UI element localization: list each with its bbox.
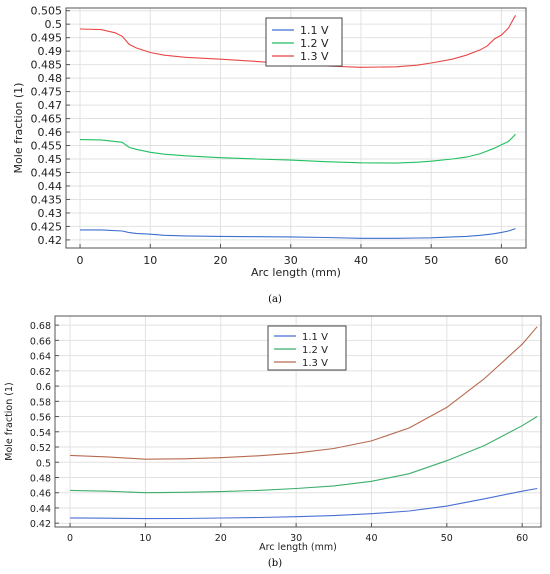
y-axis-label: Mole fraction (1) — [4, 382, 15, 460]
y-tick-label: 0.425 — [31, 220, 63, 233]
legend-label-2: 1.2 V — [302, 345, 328, 356]
chart-a-caption: (a) — [268, 294, 282, 305]
y-tick-label: 0.505 — [31, 5, 63, 18]
chart-a: 0 10 20 30 40 50 60 0.420.4250.430.4350.440.445… — [12, 5, 527, 279]
y-tick-label: 0.52 — [30, 443, 51, 454]
y-tick-label: 0.44 — [30, 504, 51, 515]
y-tick-label: 0.58 — [30, 397, 51, 408]
y-tick-label: 0.64 — [30, 352, 51, 363]
y-tick-label: 0.5 — [45, 18, 63, 31]
y-tick-label: 0.48 — [38, 72, 63, 85]
y-tick-label: 0.475 — [31, 86, 63, 99]
y-tick-label: 0.495 — [31, 32, 63, 45]
x-tick-label: 40 — [354, 254, 368, 267]
legend-box — [267, 325, 347, 371]
legend-label-3: 1.3 V — [300, 50, 329, 63]
y-tick-label: 0.56 — [30, 413, 51, 424]
series-line-2 — [70, 416, 538, 494]
x-tick-label: 0 — [67, 533, 73, 544]
y-tick-label: 0.62 — [30, 367, 51, 378]
legend-box — [265, 17, 343, 67]
chart-b: 0 10 20 30 40 50 60 0.42 0.44 0.46 0.48 0.5 0.52 0.54… — [4, 315, 542, 553]
x-tick-label: 30 — [284, 254, 298, 267]
x-tick-label: 10 — [143, 254, 157, 267]
legend-label-2: 1.2 V — [300, 37, 329, 50]
y-tick-label: 0.42 — [38, 234, 63, 247]
y-tick-label: 0.54 — [30, 428, 51, 439]
x-tick-label: 60 — [516, 533, 528, 544]
series-line-2 — [79, 133, 516, 164]
x-tick-label: 10 — [139, 533, 151, 544]
x-tick-label: 40 — [365, 533, 377, 544]
y-tick-label: 0.485 — [31, 59, 63, 72]
y-tick-label: 0.5 — [36, 458, 51, 469]
x-tick-label: 50 — [424, 254, 438, 267]
y-tick-label: 0.46 — [38, 126, 63, 139]
y-tick-label: 0.45 — [38, 153, 63, 166]
x-tick-label: 20 — [215, 533, 227, 544]
y-tick-label: 0.49 — [38, 45, 63, 58]
y-tick-label: 0.47 — [38, 99, 63, 112]
y-tick-label: 0.46 — [30, 489, 51, 500]
legend-label-1: 1.1 V — [302, 332, 328, 343]
x-axis-label: Arc length (mm) — [251, 266, 341, 279]
x-axis-label: Arc length (mm) — [259, 542, 337, 553]
y-tick-label: 0.43 — [38, 207, 63, 220]
plot-frame — [54, 315, 542, 528]
series-line-3 — [70, 326, 538, 460]
x-tick-label: 20 — [214, 254, 228, 267]
chart-b-caption: (b) — [268, 558, 282, 569]
y-tick-label: 0.66 — [30, 336, 51, 347]
y-tick-label: 0.6 — [36, 382, 51, 393]
y-tick-label: 0.455 — [31, 140, 63, 153]
legend-label-1: 1.1 V — [300, 24, 329, 37]
x-tick-label: 60 — [494, 254, 508, 267]
legend-label-3: 1.3 V — [302, 358, 328, 369]
y-axis-label: Mole fraction (1) — [12, 83, 25, 174]
y-tick-label: 0.48 — [30, 473, 51, 484]
y-tick-label: 0.435 — [31, 193, 63, 206]
series-line-1 — [70, 487, 538, 520]
y-tick-label: 0.42 — [30, 519, 51, 530]
y-tick-label: 0.465 — [31, 113, 63, 126]
y-tick-label: 0.445 — [31, 166, 63, 179]
y-tick-label: 0.44 — [38, 180, 63, 193]
x-tick-label: 0 — [77, 254, 84, 267]
y-tick-label: 0.68 — [30, 321, 51, 332]
x-tick-label: 50 — [441, 533, 453, 544]
plot-frame — [65, 7, 527, 249]
series-line-1 — [80, 228, 516, 239]
x-tick-label: 30 — [290, 533, 302, 544]
